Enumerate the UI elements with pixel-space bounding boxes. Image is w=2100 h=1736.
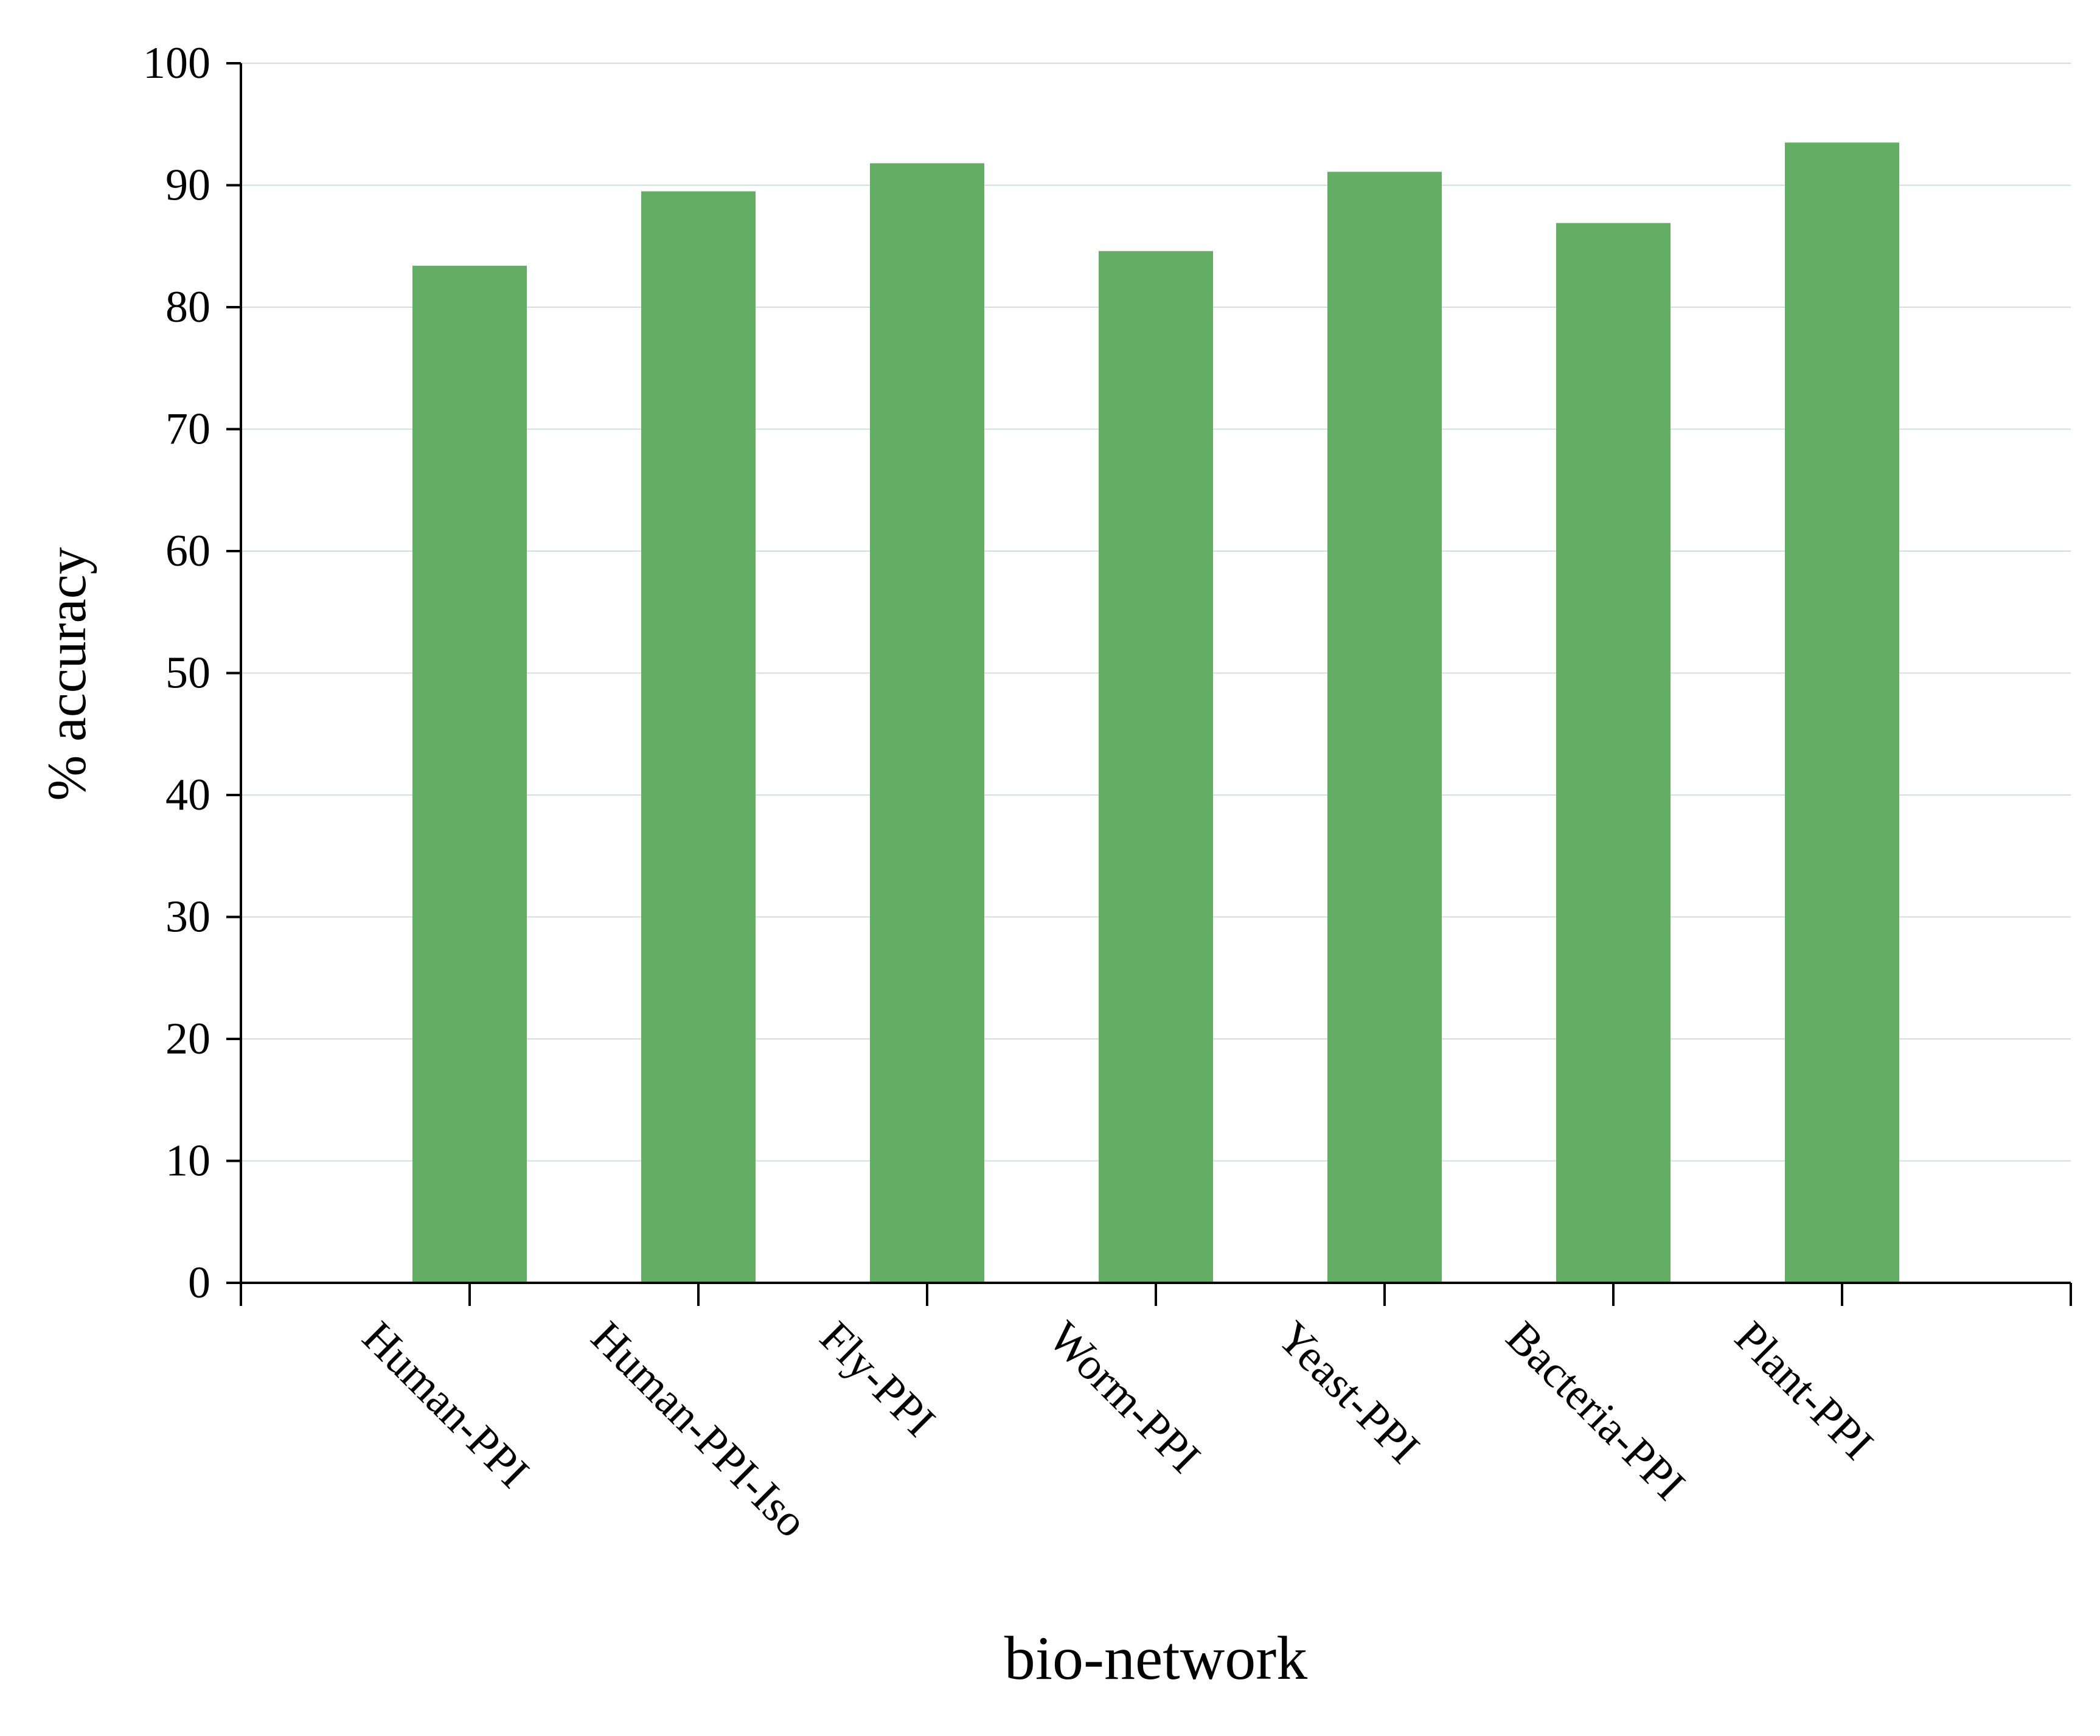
bar-fly-ppi [870, 163, 984, 1283]
bar-human-ppi [412, 265, 527, 1283]
y-axis-label: % accuracy [37, 547, 97, 800]
y-tick-label: 0 [188, 1258, 210, 1308]
y-tick-label: 50 [165, 648, 210, 698]
x-tick-label: Yeast-PPI [1268, 1312, 1429, 1473]
x-tick-label: Worm-PPI [1039, 1312, 1210, 1483]
x-tick-label: Human-PPI-Iso [582, 1312, 816, 1547]
x-tick-label: Plant-PPI [1725, 1312, 1883, 1470]
y-tick-label: 30 [165, 892, 210, 942]
bar-human-ppi-iso [641, 191, 756, 1283]
y-tick-label: 60 [165, 526, 210, 576]
y-ticks: 0 10 20 30 40 50 60 70 80 90 100 [143, 38, 241, 1308]
y-tick-label: 80 [165, 282, 210, 332]
x-tick-label: Bacteria-PPI [1497, 1312, 1694, 1510]
y-tick-label: 100 [143, 38, 210, 88]
y-tick-label: 10 [165, 1136, 210, 1186]
bars [412, 142, 1899, 1283]
y-tick-label: 20 [165, 1014, 210, 1064]
x-tick-label: Human-PPI [353, 1312, 538, 1498]
bar-plant-ppi [1785, 142, 1899, 1283]
x-tick-label: Fly-PPI [810, 1312, 945, 1446]
bar-yeast-ppi [1327, 172, 1442, 1283]
bar-bacteria-ppi [1556, 223, 1671, 1283]
bar-worm-ppi [1099, 251, 1213, 1283]
y-tick-label: 90 [165, 161, 210, 210]
x-axis-label: bio-network [1004, 1624, 1308, 1693]
y-tick-label: 70 [165, 404, 210, 454]
y-tick-label: 40 [165, 770, 210, 820]
